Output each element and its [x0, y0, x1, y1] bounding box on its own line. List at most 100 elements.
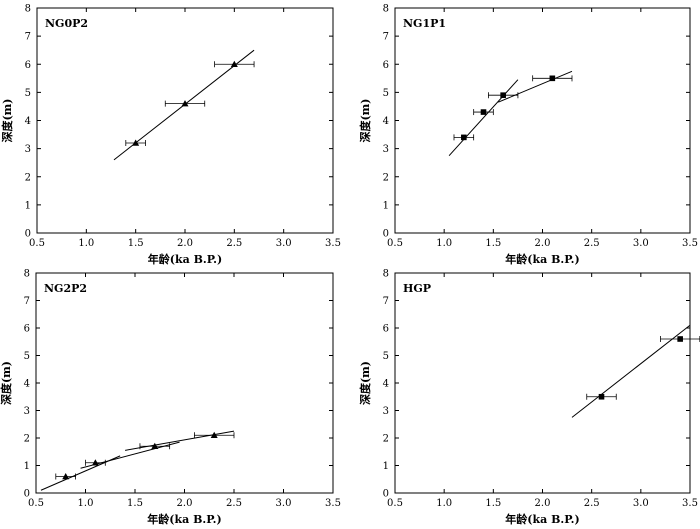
y-axis-title: 深度(m)	[0, 98, 14, 142]
y-tick-label: 6	[24, 324, 30, 335]
data-point	[480, 109, 487, 115]
y-tick-label: 2	[383, 172, 389, 183]
y-tick-label: 1	[25, 200, 31, 211]
plot-frame	[35, 272, 334, 494]
data-point	[677, 336, 683, 342]
x-tick-label: 0.5	[387, 238, 403, 249]
y-tick-label: 0	[25, 229, 31, 240]
x-tick-label: 2.5	[226, 498, 242, 509]
x-tick-label: 2.0	[535, 238, 551, 249]
x-axis-title: 年龄(ka B.P.)	[148, 252, 222, 266]
x-tick-label: 2.5	[226, 238, 242, 249]
data-point	[62, 473, 70, 480]
x-axis-title: 年龄(ka B.P.)	[505, 252, 579, 266]
x-tick-label: 1.0	[78, 238, 94, 249]
x-axis-title: 年龄(ka B.P.)	[147, 512, 221, 526]
data-point	[230, 60, 238, 68]
panel-title: NG2P2	[44, 282, 87, 295]
x-tick-label: 2.0	[177, 498, 193, 509]
y-tick-label: 8	[24, 269, 30, 280]
x-tick-label: 1.5	[128, 238, 144, 249]
x-tick-label: 3.5	[325, 498, 341, 509]
y-tick-label: 5	[383, 88, 389, 99]
x-tick-label: 3.0	[276, 238, 292, 249]
plot-frame	[394, 272, 691, 494]
data-point	[500, 92, 506, 98]
plot-frame	[394, 7, 691, 234]
panel-1: 0.5 1.0 1.5 2.0 2.5 3.0 3.5 0 1 2 3 4 5 6 7 8 年龄(ka B.P.…	[358, 4, 698, 267]
y-tick-label: 1	[383, 461, 389, 472]
y-tick-label: 7	[24, 296, 30, 307]
y-tick-label: 3	[383, 144, 389, 155]
x-tick-label: 3.0	[276, 498, 292, 509]
panel-2: 0.5 1.0 1.5 2.0 2.5 3.0 3.5 0 1 2 3 4 5 6 7 8 年龄(ka B.P.…	[0, 269, 341, 527]
x-axis-title: 年龄(ka B.P.)	[505, 512, 579, 526]
data-point	[549, 75, 556, 82]
y-tick-label: 6	[383, 324, 389, 335]
y-axis-title: 深度(m)	[358, 98, 372, 142]
y-tick-label: 1	[383, 200, 389, 211]
y-tick-label: 3	[25, 144, 31, 155]
x-tick-label: 2.0	[177, 238, 193, 249]
y-tick-label: 2	[383, 434, 389, 445]
fit-line	[448, 79, 519, 156]
y-tick-label: 4	[25, 116, 31, 127]
data-point	[181, 100, 189, 107]
y-tick-label: 7	[383, 296, 389, 307]
panel-3: 0.5 1.0 1.5 2.0 2.5 3.0 3.5 0 1 2 3 4 5 6 7 8 年龄(ka B.P.…	[358, 269, 700, 526]
y-tick-label: 8	[383, 4, 389, 15]
data-point	[91, 459, 99, 466]
x-tick-label: 0.5	[387, 498, 403, 509]
x-tick-label: 0.5	[28, 498, 44, 509]
x-tick-label: 1.5	[485, 238, 501, 249]
data-point	[461, 134, 467, 141]
fit-line	[125, 430, 235, 451]
y-tick-label: 2	[25, 172, 31, 183]
x-tick-label: 2.5	[584, 498, 600, 509]
panel-title: HGP	[403, 282, 431, 295]
y-axis-title: 深度(m)	[358, 361, 372, 405]
y-tick-label: 8	[25, 4, 31, 15]
x-tick-label: 1.0	[436, 498, 452, 509]
panel-0: 0.5 1.0 1.5 2.0 2.5 3.0 3.5 0 1 2 3 4 5 6 7 8 年龄(ka B.P.…	[0, 4, 341, 267]
x-tick-label: 3.5	[682, 238, 698, 249]
y-tick-label: 4	[383, 379, 389, 390]
data-point	[132, 139, 140, 146]
y-tick-label: 0	[383, 229, 389, 240]
data-point	[598, 393, 605, 400]
x-tick-label: 1.5	[485, 498, 501, 509]
y-tick-label: 1	[24, 461, 30, 472]
y-tick-label: 4	[383, 116, 389, 127]
x-tick-label: 3.0	[633, 498, 649, 509]
y-tick-label: 8	[383, 269, 389, 280]
y-tick-label: 7	[25, 32, 31, 43]
fit-line	[498, 70, 573, 103]
y-tick-label: 3	[383, 406, 389, 417]
y-tick-label: 6	[25, 60, 31, 71]
x-tick-label: 1.0	[78, 498, 94, 509]
x-tick-label: 3.5	[682, 498, 698, 509]
fit-line	[571, 324, 691, 418]
x-tick-label: 2.0	[535, 498, 551, 509]
y-tick-label: 2	[24, 434, 30, 445]
x-tick-label: 1.0	[436, 238, 452, 249]
y-tick-label: 5	[24, 351, 30, 362]
y-tick-label: 5	[383, 351, 389, 362]
y-tick-label: 6	[383, 60, 389, 71]
y-tick-label: 3	[24, 406, 30, 417]
x-tick-label: 2.5	[584, 238, 600, 249]
panel-title: NG0P2	[45, 17, 88, 30]
x-tick-label: 0.5	[29, 238, 45, 249]
y-tick-label: 7	[383, 32, 389, 43]
y-tick-label: 4	[24, 379, 30, 390]
data-point	[151, 442, 159, 450]
y-tick-label: 0	[383, 489, 389, 500]
y-tick-label: 0	[24, 489, 30, 500]
x-tick-label: 3.0	[633, 238, 649, 249]
data-point	[210, 431, 218, 439]
y-tick-label: 5	[25, 88, 31, 99]
panel-title: NG1P1	[403, 17, 446, 30]
y-axis-title: 深度(m)	[0, 361, 13, 405]
x-tick-label: 1.5	[127, 498, 143, 509]
